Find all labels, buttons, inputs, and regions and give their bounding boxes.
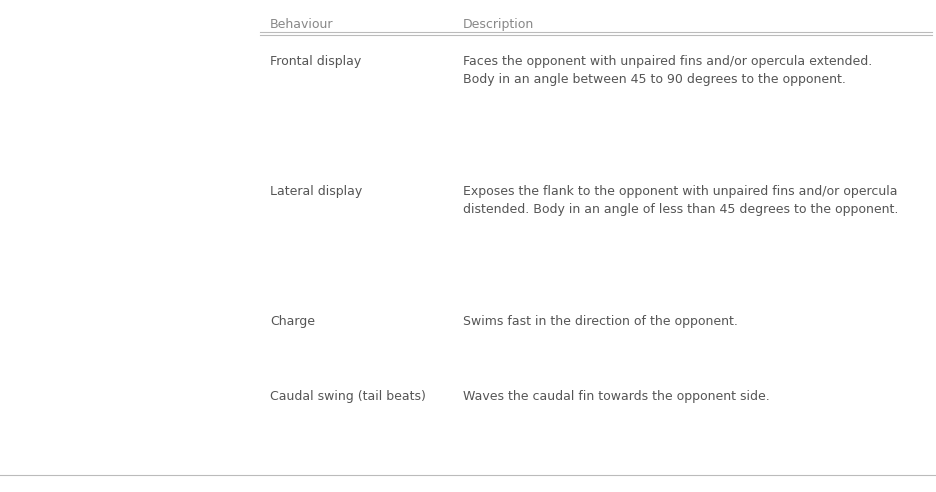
- Text: Swims fast in the direction of the opponent.: Swims fast in the direction of the oppon…: [462, 315, 737, 328]
- Text: Charge: Charge: [270, 315, 314, 328]
- Text: Caudal swing (tail beats): Caudal swing (tail beats): [270, 390, 426, 403]
- Text: Faces the opponent with unpaired fins and/or opercula extended.
Body in an angle: Faces the opponent with unpaired fins an…: [462, 55, 871, 86]
- Text: Frontal display: Frontal display: [270, 55, 361, 68]
- Text: Description: Description: [462, 18, 534, 31]
- Text: Waves the caudal fin towards the opponent side.: Waves the caudal fin towards the opponen…: [462, 390, 769, 403]
- Text: Behaviour: Behaviour: [270, 18, 333, 31]
- Text: Lateral display: Lateral display: [270, 185, 362, 198]
- Text: Exposes the flank to the opponent with unpaired fins and/or opercula
distended. : Exposes the flank to the opponent with u…: [462, 185, 898, 216]
